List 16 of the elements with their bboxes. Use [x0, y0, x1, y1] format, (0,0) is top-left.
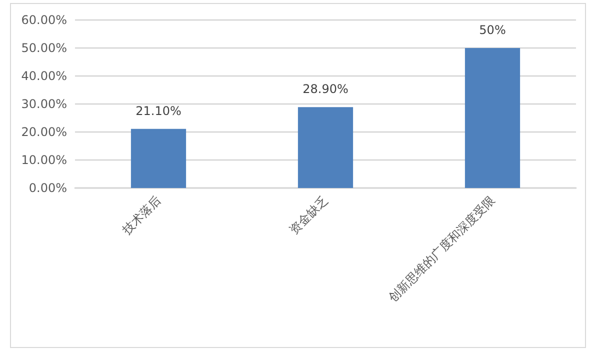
- bar: [464, 48, 520, 188]
- y-tick-label: 60.00%: [21, 13, 67, 27]
- y-tick-label: 40.00%: [21, 69, 67, 83]
- bar: [130, 128, 186, 188]
- y-tick-label: 0.00%: [28, 181, 67, 195]
- y-tick-label: 10.00%: [21, 153, 67, 167]
- x-tick-label: 创新思维的广度和深度受限: [386, 193, 498, 305]
- data-label: 21.10%: [136, 104, 182, 118]
- y-tick-label: 50.00%: [21, 41, 67, 55]
- bar: [298, 107, 354, 188]
- data-label: 50%: [479, 23, 506, 37]
- x-tick-label: 技术落后: [118, 193, 164, 238]
- x-tick-label: 资金缺乏: [286, 193, 330, 237]
- data-label: 28.90%: [302, 82, 348, 96]
- y-tick-label: 20.00%: [21, 125, 67, 139]
- y-tick-label: 30.00%: [21, 97, 67, 111]
